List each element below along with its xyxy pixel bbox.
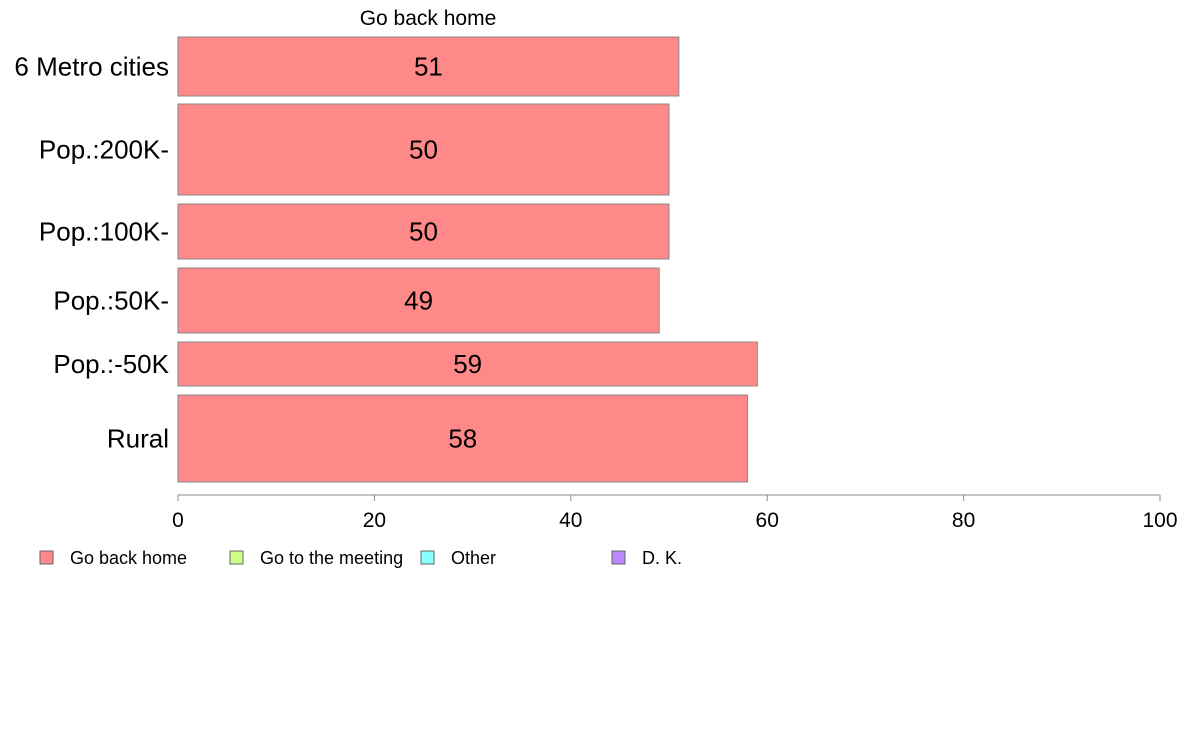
chart-title: Go back home — [360, 7, 497, 30]
bar — [177, 36, 680, 97]
x-tick-label: 40 — [559, 509, 582, 532]
data-label: 50 — [409, 135, 438, 165]
legend-swatch — [39, 550, 54, 565]
category-label: 6 Metro cities — [14, 52, 169, 82]
data-label: 58 — [448, 424, 477, 454]
legend-label: Other — [451, 548, 496, 568]
legend-label: Go back home — [70, 548, 187, 568]
data-label: 51 — [414, 52, 443, 82]
category-label: Pop.:100K- — [39, 217, 169, 247]
legend-swatch — [420, 550, 435, 565]
legend-swatch — [611, 550, 626, 565]
legend-label: Go to the meeting — [260, 548, 403, 568]
bar — [177, 341, 758, 387]
x-tick-label: 100 — [1142, 509, 1177, 532]
category-label: Pop.:50K- — [53, 286, 169, 316]
legend-swatch — [229, 550, 244, 565]
x-tick-label: 80 — [952, 509, 975, 532]
legend-label: D. K. — [642, 548, 682, 568]
bars-layer: 6 Metro cities 51 Pop.:200K- 50 Pop.:100K- 50… — [14, 36, 758, 483]
bar — [177, 267, 660, 334]
bar — [177, 103, 670, 196]
bar — [177, 203, 670, 260]
x-tick-label: 0 — [172, 509, 184, 532]
data-label: 59 — [453, 349, 482, 379]
bar — [177, 394, 749, 483]
x-tick-label: 20 — [363, 509, 386, 532]
data-label: 49 — [404, 286, 433, 316]
legend: Go back home Go to the meeting Other D. K. — [39, 548, 682, 568]
category-label: Pop.:-50K — [53, 349, 169, 379]
category-label: Pop.:200K- — [39, 135, 169, 165]
category-label: Rural — [107, 424, 169, 454]
x-axis: 0 20 40 60 80 100 — [172, 494, 1178, 532]
x-tick-label: 60 — [756, 509, 779, 532]
data-label: 50 — [409, 217, 438, 247]
